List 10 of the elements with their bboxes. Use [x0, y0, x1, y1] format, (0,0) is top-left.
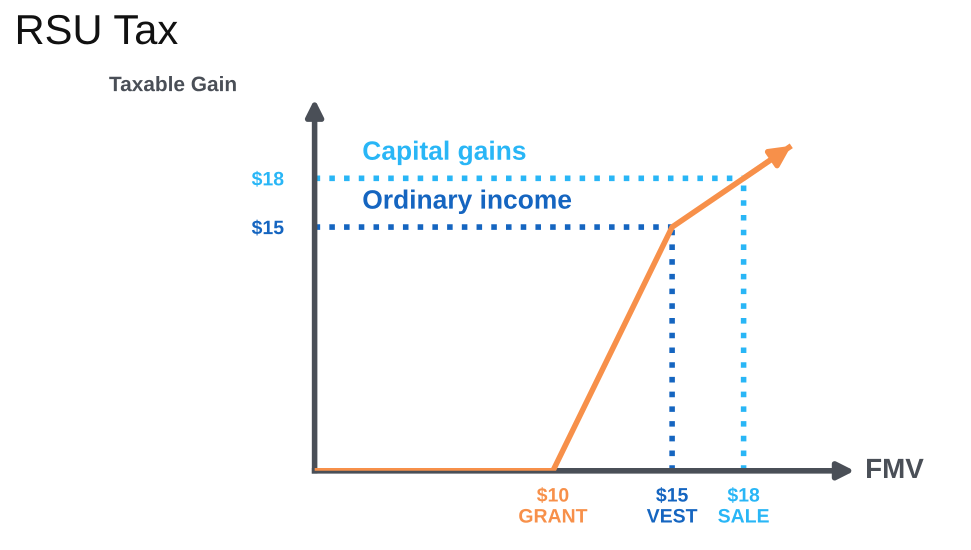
x-tick-label: $10 GRANT [519, 487, 588, 523]
y-tick-label: $18 [252, 170, 284, 187]
ref-line-label: Capital gains [363, 140, 526, 166]
ref-line-label: Ordinary income [363, 189, 572, 214]
chart-title: RSU Tax [18, 14, 178, 44]
y-tick-label: $15 [252, 220, 284, 236]
x-tick-label: $15 VEST [646, 487, 698, 523]
x-axis-title: FMV [867, 458, 924, 478]
x-tick-label: $18 SALE [718, 487, 769, 523]
y-axis-title: Taxable Gain [109, 76, 236, 92]
